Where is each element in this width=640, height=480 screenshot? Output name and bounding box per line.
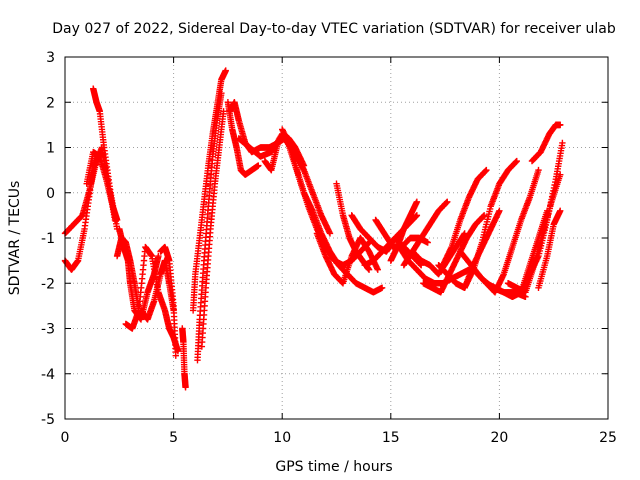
x-tick-label: 10 [273, 430, 291, 446]
data-point [172, 352, 179, 359]
series-s12 [194, 90, 225, 364]
data-point [559, 139, 566, 147]
data-point [444, 198, 451, 205]
data-points [61, 67, 566, 391]
y-tick-label: 0 [46, 186, 55, 202]
y-axis-label: SDTVAR / TECUs [7, 181, 23, 296]
data-point [222, 67, 229, 74]
y-tick-label: 1 [46, 141, 55, 157]
grid-lines [65, 57, 608, 419]
data-point [113, 216, 121, 224]
data-point [480, 212, 488, 219]
data-point [413, 198, 421, 205]
plot-frame [64, 56, 609, 420]
series-s4 [83, 148, 121, 224]
data-point [424, 239, 431, 246]
data-point [218, 90, 225, 97]
data-point [255, 162, 262, 169]
series-s29 [420, 212, 488, 296]
series-s39 [535, 207, 564, 291]
series-s9 [157, 243, 179, 359]
data-point [535, 166, 542, 174]
data-point [557, 207, 564, 215]
series-s38 [528, 121, 564, 165]
chart-title: Day 027 of 2022, Sidereal Day-to-day VTE… [52, 21, 616, 37]
x-tick-label: 20 [490, 430, 508, 446]
x-tick-label: 0 [61, 430, 70, 446]
series-s37 [517, 139, 566, 296]
y-tick-label: -3 [41, 322, 55, 338]
x-tick-label: 25 [599, 430, 617, 446]
data-point [220, 108, 227, 115]
series-s25 [387, 198, 421, 264]
data-point [365, 266, 373, 273]
data-point [557, 121, 564, 129]
series-s14 [224, 99, 262, 178]
series-s27 [396, 243, 473, 287]
y-tick-label: 2 [46, 95, 55, 111]
y-tick-label: -4 [41, 367, 55, 383]
y-tick-label: 3 [46, 50, 55, 66]
x-tick-label: 15 [382, 430, 400, 446]
y-tick-label: -5 [41, 412, 55, 428]
data-point [155, 252, 162, 260]
data-point [413, 212, 421, 219]
x-tick-label: 5 [169, 430, 178, 446]
data-point [513, 157, 520, 165]
data-point [182, 384, 189, 391]
data-point [378, 284, 386, 291]
y-tick-label: -2 [41, 276, 55, 292]
series-s13 [198, 108, 227, 350]
series-s20 [313, 230, 381, 287]
x-axis-label: GPS time / hours [275, 459, 392, 475]
y-tick-label: -1 [41, 231, 55, 247]
data-point [326, 230, 334, 237]
series-s10 [179, 325, 189, 391]
data-point [496, 207, 503, 215]
data-point [374, 266, 381, 273]
series-s31 [439, 166, 490, 269]
data-point [483, 166, 490, 174]
